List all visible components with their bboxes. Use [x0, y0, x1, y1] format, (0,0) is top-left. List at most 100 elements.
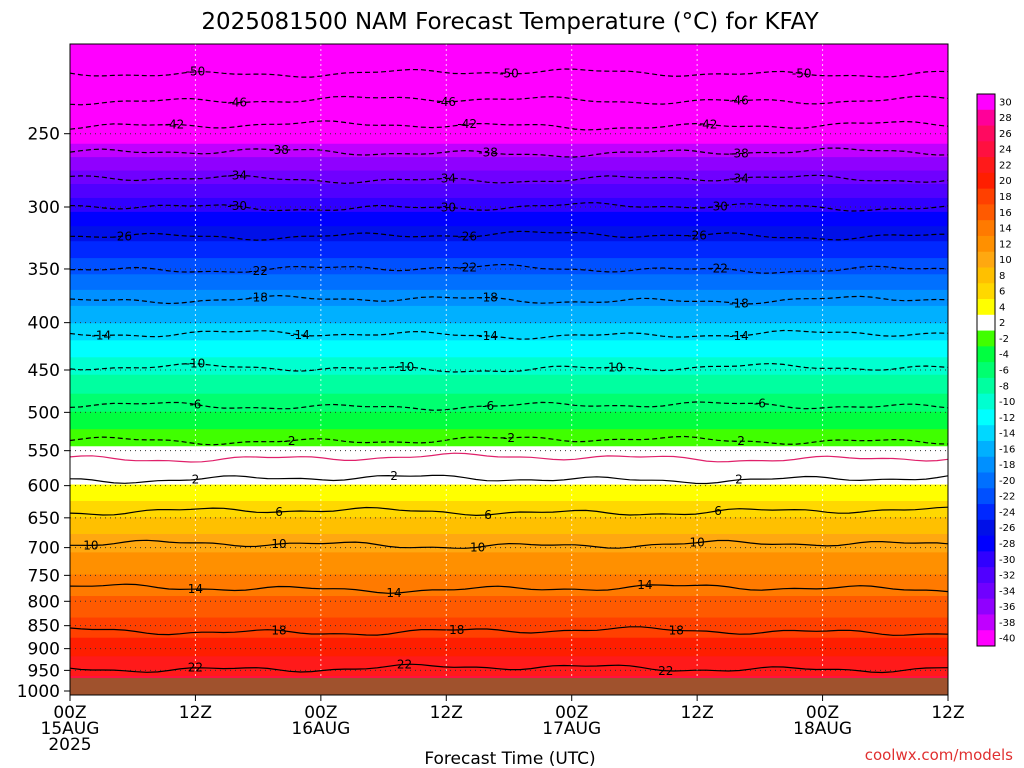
temperature-fill — [70, 44, 948, 695]
contour-label: 18 — [449, 623, 464, 637]
fill-band — [70, 559, 948, 568]
fill-band — [70, 475, 948, 480]
contour-label: 10 — [271, 537, 286, 551]
colorbar-swatch — [977, 109, 995, 126]
colorbar-tick-label: -10 — [999, 397, 1015, 408]
colorbar-tick-label: 10 — [999, 255, 1012, 266]
contour-label: -22 — [248, 264, 268, 278]
fill-band — [70, 533, 948, 540]
fill-band — [70, 152, 948, 158]
colorbar-tick-label: 22 — [999, 160, 1012, 171]
fill-band — [70, 174, 948, 180]
fill-band — [70, 82, 948, 88]
fill-band — [70, 411, 948, 419]
fill-band — [70, 235, 948, 242]
fill-band — [70, 328, 948, 336]
colorbar-tick-label: 6 — [999, 287, 1005, 298]
contour-line--26 — [70, 230, 948, 241]
fill-band — [70, 588, 948, 597]
y-tick-label: 350 — [28, 260, 60, 280]
colorbar-swatch — [977, 314, 995, 331]
fill-band — [70, 230, 948, 237]
contour-label: 2 — [735, 473, 743, 487]
y-tick-label: 700 — [28, 539, 60, 559]
y-tick-label: 750 — [28, 566, 60, 586]
fill-band — [70, 637, 948, 645]
fill-band — [70, 595, 948, 604]
contour-label: -46 — [227, 96, 247, 110]
fill-band — [70, 202, 948, 208]
colorbar-tick-label: 4 — [999, 302, 1005, 313]
contour-label: -14 — [478, 329, 498, 343]
fill-band — [70, 161, 948, 167]
fill-band — [70, 465, 948, 470]
fill-band — [70, 48, 948, 55]
colorbar-swatch — [977, 283, 995, 300]
x-tick-label: 18AUG — [793, 719, 852, 739]
fill-band — [70, 157, 948, 163]
fill-band — [70, 139, 948, 145]
y-tick-label: 950 — [28, 661, 60, 681]
fill-band — [70, 252, 948, 259]
colorbar-swatch — [977, 346, 995, 363]
contour-label: 14 — [386, 586, 401, 600]
x-tick-label: 2025 — [48, 735, 91, 755]
fill-band — [70, 108, 948, 114]
fill-band — [70, 399, 948, 407]
fill-band — [70, 311, 948, 319]
contour-label: -14 — [729, 329, 749, 343]
fill-band — [70, 268, 948, 275]
colorbar-tick-label: -18 — [999, 460, 1015, 471]
y-tick-label: 500 — [28, 403, 60, 423]
colorbar-frame — [976, 93, 996, 647]
colorbar-swatch — [977, 598, 995, 615]
colorbar-swatch — [977, 204, 995, 221]
fill-band — [70, 100, 948, 106]
contour-label: 6 — [275, 505, 283, 519]
fill-band — [70, 77, 948, 83]
fill-band — [70, 184, 948, 190]
colorbar-tick-label: 18 — [999, 192, 1012, 203]
contour-label: -34 — [729, 171, 749, 185]
fill-band — [70, 544, 948, 553]
fill-band — [70, 305, 948, 313]
colorbar-swatch — [977, 141, 995, 158]
fill-band — [70, 631, 948, 639]
fill-band — [70, 405, 948, 413]
fill-band — [70, 624, 948, 632]
colorbar-tick-label: 24 — [999, 145, 1012, 156]
fill-band — [70, 522, 948, 530]
fill-band — [70, 452, 948, 456]
fill-band — [70, 117, 948, 123]
colorbar-tick-label: -40 — [999, 634, 1015, 645]
contour-label: -46 — [436, 95, 456, 109]
fill-band — [70, 539, 948, 546]
fill-band — [70, 193, 948, 199]
colorbar-swatch — [977, 425, 995, 442]
fill-band — [70, 417, 948, 425]
fill-band — [70, 323, 948, 330]
contour-label: -2 — [284, 434, 296, 448]
colorbar-tick-label: -30 — [999, 555, 1015, 566]
contour-label: 18 — [271, 623, 286, 637]
contour-label: -50 — [499, 66, 519, 80]
contour-label: -38 — [478, 146, 498, 160]
fill-band — [70, 506, 948, 513]
fill-band — [70, 495, 948, 502]
colorbar-tick-label: 28 — [999, 113, 1012, 124]
contour-label: 22 — [397, 657, 412, 671]
contour-label: -2 — [733, 434, 745, 448]
contour-label: 2 — [192, 473, 200, 487]
fill-band — [70, 490, 948, 497]
fill-band — [70, 246, 948, 254]
y-axis: 250 300 350 400 450 500 550 600 650 700 750 800 850 9… — [17, 125, 70, 702]
y-tick-label: 1000 — [17, 682, 60, 702]
colorbar-tick-label: -2 — [999, 334, 1009, 345]
colorbar-swatch — [977, 362, 995, 379]
x-tick-label: 12Z — [430, 703, 463, 723]
colorbar-tick-label: -6 — [999, 366, 1009, 377]
fill-band — [70, 104, 948, 110]
x-tick-label: 12Z — [681, 703, 714, 723]
colorbar-tick-label: 16 — [999, 208, 1012, 219]
